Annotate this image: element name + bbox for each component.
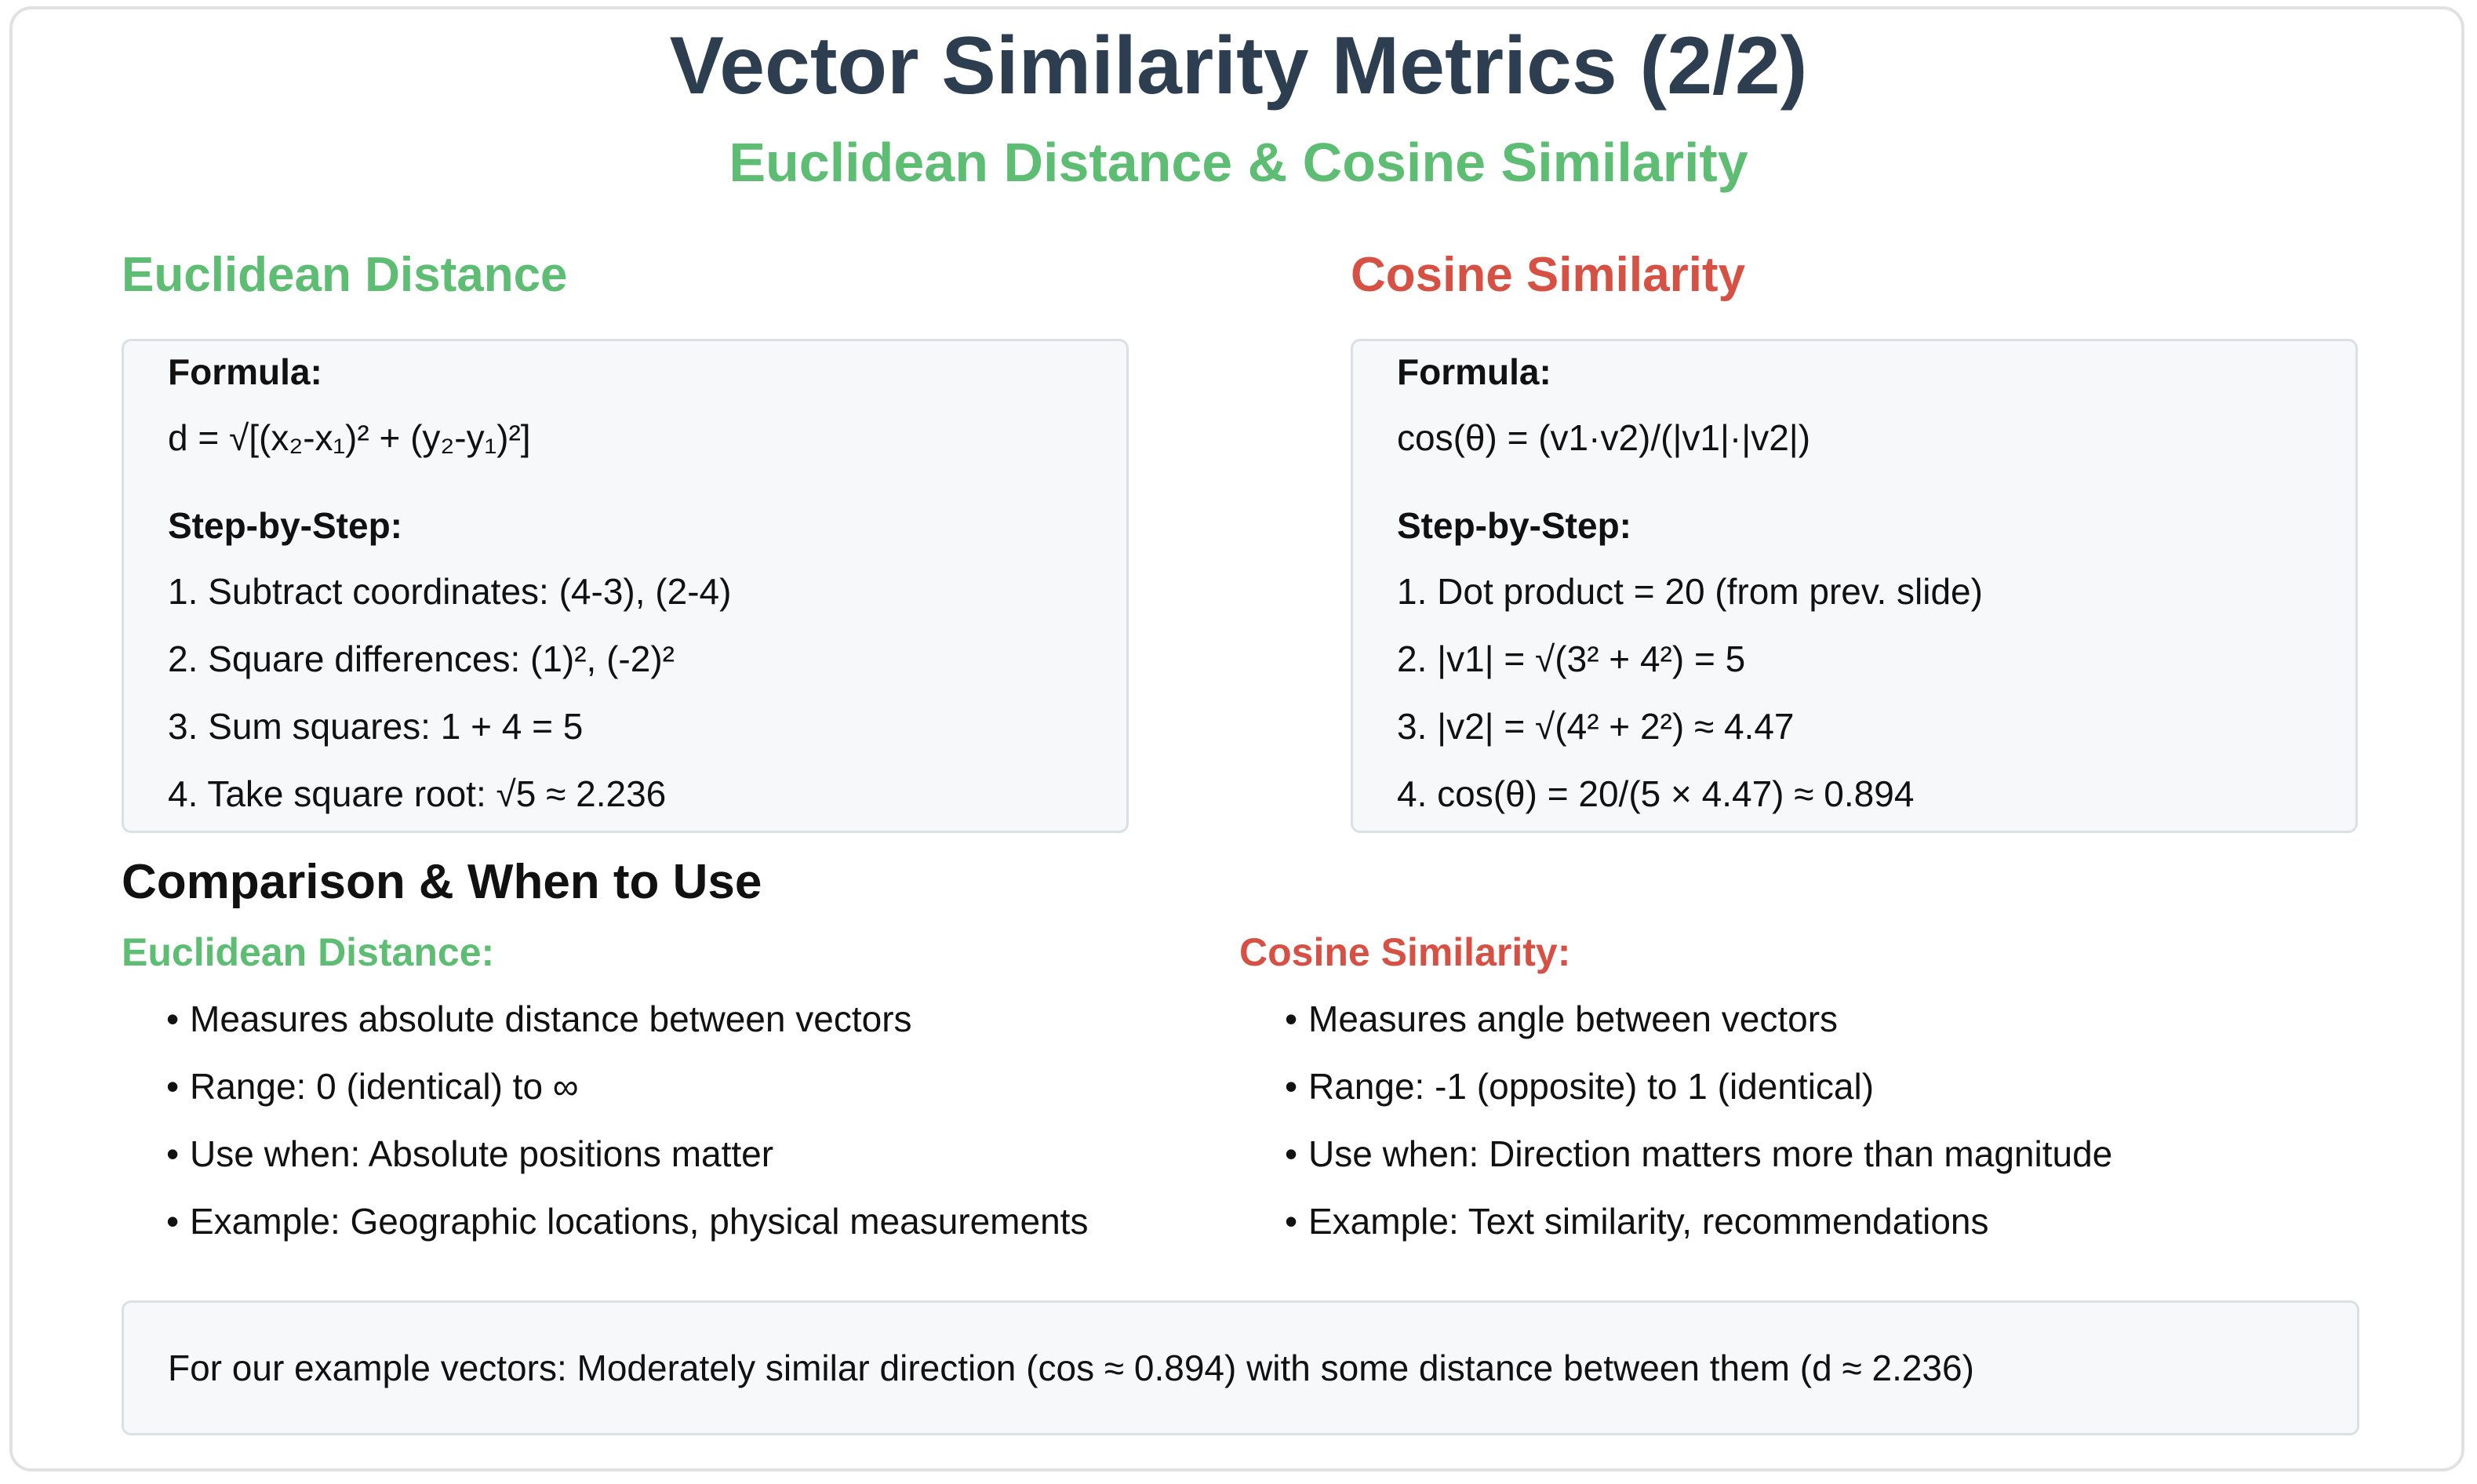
euclidean-heading: Euclidean Distance	[122, 248, 568, 302]
bullet: •	[166, 1066, 180, 1107]
list-item: • Example: Geographic locations, physical…	[166, 1200, 1088, 1243]
summary-text: For our example vectors: Moderately simi…	[168, 1348, 1974, 1388]
page-subtitle: Euclidean Distance & Cosine Similarity	[729, 132, 1748, 193]
bullet: •	[1285, 1133, 1298, 1174]
cosine-step: 2. |v1| = √(3² + 4²) = 5	[1397, 638, 1746, 679]
euclidean-step: 3. Sum squares: 1 + 4 = 5	[168, 706, 584, 747]
comparison-cosine-label: Cosine Similarity:	[1239, 930, 1571, 974]
euclidean-formula-box: Formula: d = √[(x₂-x₁)² + (y₂-y₁)²] Step…	[122, 339, 1129, 833]
bullet: •	[166, 1201, 180, 1242]
euclidean-step: 1. Subtract coordinates: (4-3), (2-4)	[168, 571, 732, 612]
page-title: Vector Similarity Metrics (2/2)	[669, 20, 1808, 111]
list-item: • Range: -1 (opposite) to 1 (identical)	[1285, 1065, 1874, 1108]
cosine-steps-label: Step-by-Step:	[1397, 505, 1631, 546]
cosine-step: 3. |v2| = √(4² + 2²) ≈ 4.47	[1397, 706, 1795, 747]
cosine-step: 4. cos(θ) = 20/(5 × 4.47) ≈ 0.894	[1397, 773, 1915, 814]
list-item: • Use when: Direction matters more than m…	[1285, 1133, 2112, 1176]
cosine-formula-box: Formula: cos(θ) = (v1·v2)/(|v1|·|v2|) St…	[1351, 339, 2358, 833]
euclidean-step: 4. Take square root: √5 ≈ 2.236	[168, 773, 667, 814]
euclidean-formula-label: Formula:	[168, 351, 322, 392]
comparison-heading: Comparison & When to Use	[122, 855, 762, 909]
bullet: •	[166, 998, 180, 1039]
euclidean-formula: d = √[(x₂-x₁)² + (y₂-y₁)²]	[168, 417, 531, 458]
list-item: • Use when: Absolute positions matter	[166, 1133, 773, 1176]
euclidean-steps-label: Step-by-Step:	[168, 505, 402, 546]
list-item: • Example: Text similarity, recommendatio…	[1285, 1200, 1989, 1243]
bullet: •	[1285, 998, 1298, 1039]
list-item: • Measures angle between vectors	[1285, 998, 1838, 1041]
comparison-euclidean-label: Euclidean Distance:	[122, 930, 495, 974]
list-item: • Measures absolute distance between vect…	[166, 998, 912, 1041]
bullet: •	[1285, 1201, 1298, 1242]
list-item: • Range: 0 (identical) to ∞	[166, 1065, 579, 1108]
cosine-heading: Cosine Similarity	[1351, 248, 1746, 302]
cosine-step: 1. Dot product = 20 (from prev. slide)	[1397, 571, 1983, 612]
euclidean-step: 2. Square differences: (1)², (-2)²	[168, 638, 675, 679]
bullet: •	[1285, 1066, 1298, 1107]
summary-box: For our example vectors: Moderately simi…	[122, 1300, 2359, 1435]
bullet: •	[166, 1133, 180, 1174]
cosine-formula: cos(θ) = (v1·v2)/(|v1|·|v2|)	[1397, 417, 1811, 458]
cosine-formula-label: Formula:	[1397, 351, 1551, 392]
